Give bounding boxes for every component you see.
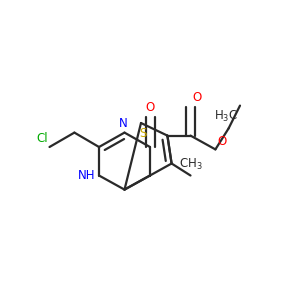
Text: S: S	[139, 127, 146, 140]
Text: O: O	[217, 135, 226, 148]
Text: N: N	[118, 117, 127, 130]
Text: O: O	[192, 91, 201, 104]
Text: O: O	[146, 101, 154, 114]
Text: Cl: Cl	[36, 133, 48, 146]
Text: H$_3$C: H$_3$C	[214, 109, 239, 124]
Text: CH$_3$: CH$_3$	[179, 158, 202, 172]
Text: NH: NH	[78, 169, 95, 182]
